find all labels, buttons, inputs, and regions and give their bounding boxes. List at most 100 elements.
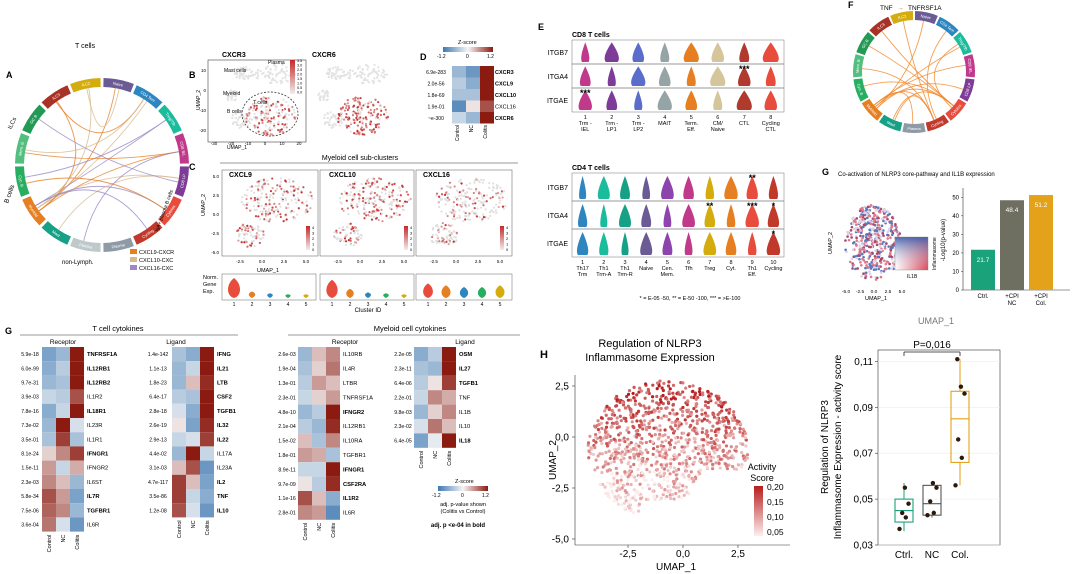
t-receptor-cell — [42, 503, 56, 518]
umap-c-point — [347, 239, 350, 242]
umap-h-point — [619, 478, 623, 482]
umap-b1-point — [280, 82, 283, 85]
umap-h-point — [623, 447, 628, 451]
umap-b1-point — [252, 106, 256, 110]
umap-b1-point — [275, 111, 278, 114]
umap-h-point — [727, 411, 731, 415]
umap-b1-point — [269, 129, 272, 132]
umap-h-point — [615, 471, 619, 475]
t-ligand-cell — [172, 460, 186, 475]
t-ligand-cell — [186, 418, 200, 433]
umap-b1-point — [261, 121, 264, 124]
umap-h-point — [715, 448, 719, 452]
umap-h-point — [667, 390, 671, 394]
cd4-violin — [642, 176, 651, 199]
umap-g-point — [852, 216, 855, 219]
umap-g-point — [891, 246, 894, 249]
umap-g-point — [879, 261, 883, 264]
umap-h-point — [680, 413, 685, 418]
umap-c-point — [489, 214, 492, 218]
umap-c-point — [484, 208, 487, 211]
umap-h-point — [624, 419, 628, 423]
m-receptor-cell — [326, 433, 340, 448]
umap-g-point — [873, 255, 877, 258]
umap-h-point — [712, 415, 716, 419]
violin-c — [285, 294, 291, 298]
umap-h-point — [655, 394, 659, 399]
umap-c-point — [257, 188, 260, 191]
umap-b1-point — [248, 117, 252, 121]
colorbar-c-label: 3 — [312, 231, 315, 236]
umap-c-point — [458, 209, 461, 212]
umap-c-point — [450, 233, 453, 236]
umap-h-point — [666, 479, 670, 483]
cd8-tick-l2: Naive — [711, 127, 725, 133]
umap-g-point — [876, 206, 880, 210]
umap-h-point — [724, 444, 729, 448]
umap-c-point — [237, 233, 241, 236]
umap-c-point — [379, 178, 383, 181]
umap-c-ylabel: UMAP_2 — [201, 194, 207, 216]
umap-c-point — [346, 184, 350, 188]
cd8-violin — [631, 66, 646, 86]
activity-colorbar-label: 0,15 — [767, 497, 784, 507]
umap-c-point — [253, 208, 256, 211]
umap-c-point — [495, 211, 498, 215]
umap-c-point — [276, 184, 279, 187]
t-ligand-pval: 1.8e-23 — [149, 381, 167, 387]
umap-h-point — [632, 385, 636, 389]
t-ligand-cell — [172, 503, 186, 518]
umap-b1-point — [270, 79, 274, 82]
umap-b1-point — [286, 118, 289, 121]
umap-g-point — [861, 257, 864, 261]
umap-c-point — [364, 182, 368, 185]
chord-a-link — [38, 151, 179, 212]
umap-g-point — [879, 257, 883, 261]
umap-h-point — [704, 432, 708, 436]
bar-ytick-label: 40 — [952, 214, 959, 220]
umap-c-point — [370, 183, 374, 186]
m-receptor-gene: IL1R2 — [343, 496, 359, 502]
umap-g-point — [868, 228, 872, 232]
umap-c-point — [481, 181, 485, 184]
umap-g-point — [863, 250, 866, 254]
umap-g-point — [889, 249, 893, 252]
umap-title-cxcr3: CXCR3 — [222, 52, 246, 59]
umap-c-point — [268, 203, 271, 206]
umap-c-point — [480, 178, 483, 181]
umap-h-point — [636, 409, 641, 414]
umap-c-point — [446, 214, 449, 218]
chord-f-segment-label: CD8 IEL — [967, 58, 974, 74]
umap-h-point — [663, 488, 667, 492]
umap-b2-point — [358, 117, 361, 120]
umap-b2-point — [349, 121, 353, 125]
umap-b2-point — [366, 106, 369, 109]
umap-h-point — [714, 401, 718, 405]
umap-c-point — [381, 220, 384, 223]
umap-h-point — [732, 413, 736, 417]
umap-g-point — [857, 240, 861, 244]
umap-h-point — [679, 449, 684, 453]
umap-h-point — [626, 437, 630, 441]
umap-b2-point — [340, 111, 343, 114]
m-receptor-gene: CSF2RA — [343, 482, 367, 488]
bar-ylabel: -Log10(p-value) — [941, 219, 947, 261]
umap-c-point — [358, 200, 361, 203]
t-ligand-title: Ligand — [166, 339, 186, 346]
umap-b2-point — [361, 122, 364, 125]
umap-b2-point — [336, 74, 339, 78]
umap-c-point — [276, 187, 279, 191]
umap-g-point — [860, 274, 863, 278]
umap-g-point — [886, 233, 889, 237]
umap-h-point — [687, 464, 691, 468]
cd4-violin — [599, 232, 609, 255]
umap-h-point — [618, 414, 622, 418]
umap-b1-point — [257, 121, 261, 125]
umap-b1-point — [285, 122, 289, 126]
umap-c-point — [273, 202, 276, 205]
umap-h-point — [683, 466, 687, 470]
umap-c-point — [364, 186, 367, 189]
umap-c-point — [286, 191, 289, 194]
umap-g-point — [855, 244, 858, 247]
umap-b1-point — [235, 71, 239, 75]
